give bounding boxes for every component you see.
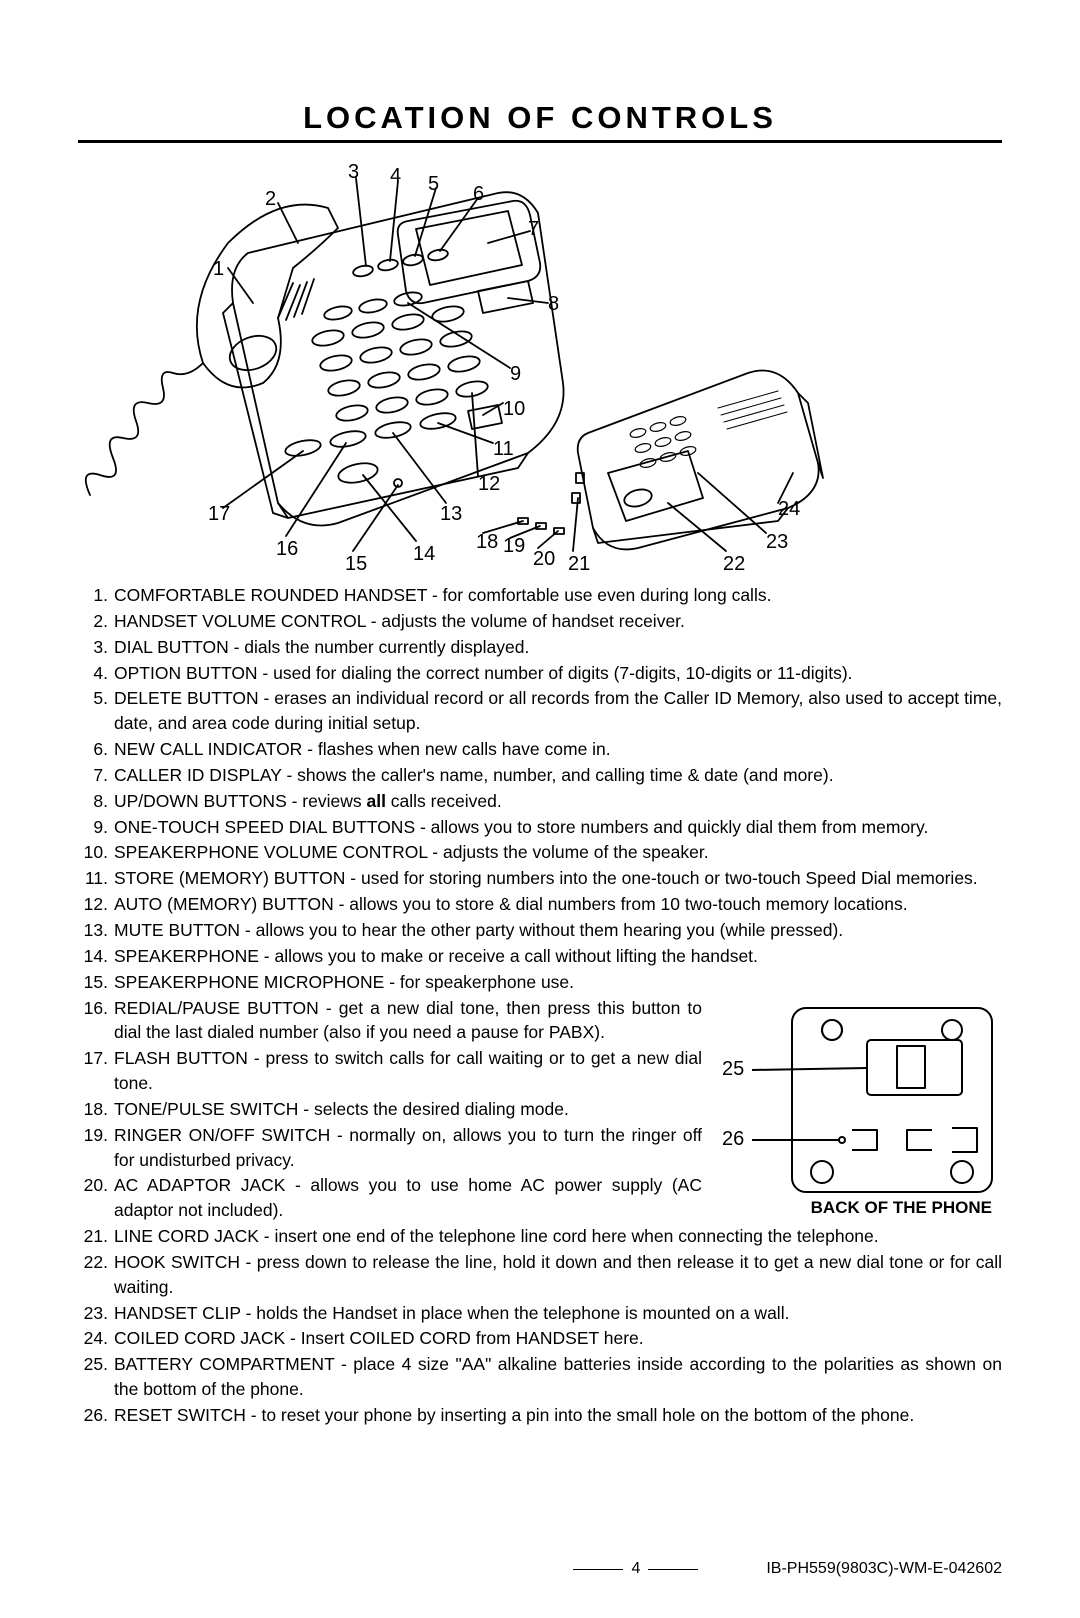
control-item-25: BATTERY COMPARTMENT - place 4 size "AA" … bbox=[78, 1352, 1002, 1402]
control-item-2: HANDSET VOLUME CONTROL - adjusts the vol… bbox=[78, 609, 1002, 634]
callout-9: 9 bbox=[510, 363, 521, 386]
callout-23: 23 bbox=[766, 531, 788, 554]
callout-1: 1 bbox=[213, 258, 224, 281]
control-item-24: COILED CORD JACK - Insert COILED CORD fr… bbox=[78, 1326, 1002, 1351]
control-item-6: NEW CALL INDICATOR - flashes when new ca… bbox=[78, 737, 1002, 762]
control-item-22: HOOK SWITCH - press down to release the … bbox=[78, 1250, 1002, 1300]
front-diagram: 123456789101112131415161718192021222324 bbox=[78, 153, 1002, 573]
control-item-10: SPEAKERPHONE VOLUME CONTROL - adjusts th… bbox=[78, 840, 1002, 865]
callout-21: 21 bbox=[568, 553, 590, 576]
control-item-13: MUTE BUTTON - allows you to hear the oth… bbox=[78, 918, 1002, 943]
back-of-phone-label: BACK OF THE PHONE bbox=[811, 1198, 992, 1218]
page-number: 4 bbox=[631, 1560, 640, 1578]
control-item-12: AUTO (MEMORY) BUTTON - allows you to sto… bbox=[78, 892, 1002, 917]
control-item-21: LINE CORD JACK - insert one end of the t… bbox=[78, 1224, 1002, 1249]
callout-15: 15 bbox=[345, 553, 367, 576]
callout-7: 7 bbox=[528, 218, 539, 241]
callout-20: 20 bbox=[533, 548, 555, 571]
callout-24: 24 bbox=[778, 498, 800, 521]
callout-3: 3 bbox=[348, 161, 359, 184]
callout-5: 5 bbox=[428, 173, 439, 196]
page-title: LOCATION OF CONTROLS bbox=[78, 100, 1002, 143]
callout-14: 14 bbox=[413, 543, 435, 566]
control-item-7: CALLER ID DISPLAY - shows the caller's n… bbox=[78, 763, 1002, 788]
callout-2: 2 bbox=[265, 188, 276, 211]
back-diagram: 25 26 bbox=[722, 1000, 1002, 1200]
callout-25: 25 bbox=[722, 1058, 744, 1081]
control-item-11: STORE (MEMORY) BUTTON - used for storing… bbox=[78, 866, 1002, 891]
callout-16: 16 bbox=[276, 538, 298, 561]
control-item-8: UP/DOWN BUTTONS - reviews all calls rece… bbox=[78, 789, 1002, 814]
callout-17: 17 bbox=[208, 503, 230, 526]
control-item-23: HANDSET CLIP - holds the Handset in plac… bbox=[78, 1301, 1002, 1326]
control-item-4: OPTION BUTTON - used for dialing the cor… bbox=[78, 661, 1002, 686]
callout-12: 12 bbox=[478, 473, 500, 496]
callout-11: 11 bbox=[493, 438, 514, 461]
callout-13: 13 bbox=[440, 503, 462, 526]
callout-8: 8 bbox=[548, 293, 559, 316]
control-item-14: SPEAKERPHONE - allows you to make or rec… bbox=[78, 944, 1002, 969]
control-item-5: DELETE BUTTON - erases an individual rec… bbox=[78, 686, 1002, 736]
control-item-3: DIAL BUTTON - dials the number currently… bbox=[78, 635, 1002, 660]
callout-6: 6 bbox=[473, 183, 484, 206]
page-footer: 4 IB-PH559(9803C)-WM-E-042602 bbox=[78, 1560, 1002, 1578]
control-item-1: COMFORTABLE ROUNDED HANDSET - for comfor… bbox=[78, 583, 1002, 608]
callout-10: 10 bbox=[503, 398, 525, 421]
callout-4: 4 bbox=[390, 165, 401, 188]
callout-22: 22 bbox=[723, 553, 745, 576]
control-item-26: RESET SWITCH - to reset your phone by in… bbox=[78, 1403, 1002, 1428]
callout-18: 18 bbox=[476, 531, 498, 554]
control-item-15: SPEAKERPHONE MICROPHONE - for speakerpho… bbox=[78, 970, 1002, 995]
callout-26: 26 bbox=[722, 1128, 744, 1151]
control-item-9: ONE-TOUCH SPEED DIAL BUTTONS - allows yo… bbox=[78, 815, 1002, 840]
document-id: IB-PH559(9803C)-WM-E-042602 bbox=[766, 1560, 1002, 1578]
callout-19: 19 bbox=[503, 535, 525, 558]
